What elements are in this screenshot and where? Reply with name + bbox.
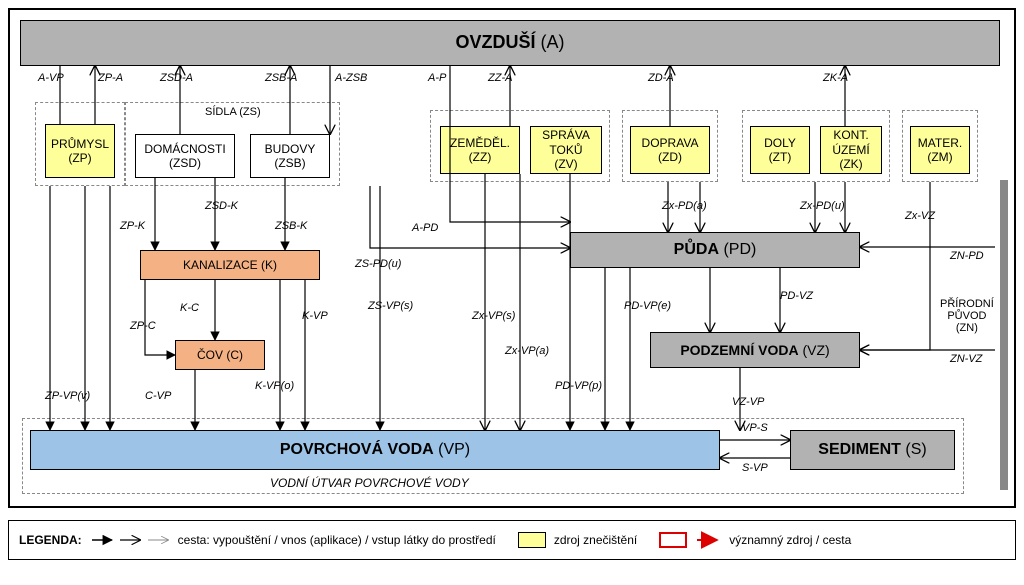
- node-kont: KONT.ÚZEMÍ(ZK): [820, 126, 882, 174]
- edge-label-4: A-ZSB: [335, 72, 367, 84]
- edge-21: [370, 186, 570, 248]
- right-bar: [1000, 180, 1008, 490]
- node-spr: SPRÁVATOKŮ(ZV): [530, 126, 602, 174]
- edge-label-35: VP-S: [742, 422, 768, 434]
- edge-label-21: ZS-PD(u): [355, 258, 401, 270]
- node-sw: POVRCHOVÁ VODA (VP): [30, 430, 720, 470]
- edge-label-18: K-VP(o): [255, 380, 294, 392]
- edge-label-23: Zx-VP(s): [472, 310, 515, 322]
- edge-label-27: PD-VP(e): [624, 300, 671, 312]
- edge-label-17: C-VP: [145, 390, 171, 402]
- edge-label-30: Zx-PD(u): [800, 200, 845, 212]
- edge-label-3: ZSB-A: [265, 72, 297, 84]
- edge-label-6: ZZ-A: [488, 72, 512, 84]
- edge-label-37: Zx-VZ: [905, 210, 935, 222]
- edge-label-34: VZ-VP: [732, 396, 764, 408]
- legend-title: LEGENDA:: [19, 533, 82, 547]
- node-dop: DOPRAVA(ZD): [630, 126, 710, 174]
- label-sidla: SÍDLA (ZS): [205, 106, 261, 118]
- legend-swatch-yellow: [518, 532, 546, 548]
- node-cov: ČOV (C): [175, 340, 265, 370]
- extra-label-1: VODNÍ ÚTVAR POVRCHOVÉ VODY: [270, 476, 469, 490]
- node-ind: PRŮMYSL(ZP): [45, 124, 115, 178]
- edge-label-25: PD-VP(p): [555, 380, 602, 392]
- node-air: OVZDUŠÍ (A): [20, 20, 1000, 66]
- node-doly: DOLY(ZT): [750, 126, 810, 174]
- edge-label-32: PD-VZ: [780, 290, 813, 302]
- legend: LEGENDA: cesta: vypouštění / vnos (aplik…: [8, 520, 1016, 560]
- edge-label-0: A-VP: [38, 72, 64, 84]
- edge-label-13: ZP-C: [130, 320, 156, 332]
- node-dom: DOMÁCNOSTI(ZSD): [135, 134, 235, 178]
- node-kan: KANALIZACE (K): [140, 250, 320, 280]
- node-bud: BUDOVY(ZSB): [250, 134, 330, 178]
- edge-label-9: ZP-K: [120, 220, 145, 232]
- edge-label-20: ZS-VP(s): [368, 300, 413, 312]
- edge-label-1: ZP-A: [98, 72, 123, 84]
- edge-label-19: K-VP: [302, 310, 328, 322]
- edge-label-28: Zx-PD(a): [662, 200, 707, 212]
- legend-path-text: cesta: vypouštění / vnos (aplikace) / vs…: [178, 533, 496, 547]
- diagram-frame: OVZDUŠÍ (A) PRŮMYSL(ZP) SÍDLA (ZS) DOMÁCNOS…: [8, 8, 1016, 508]
- node-soil: PŮDA (PD): [570, 232, 860, 268]
- edge-label-5: A-P: [428, 72, 446, 84]
- node-zem: ZEMĚDĚL.(ZZ): [440, 126, 520, 174]
- legend-arrows: [90, 530, 170, 550]
- edge-label-10: ZSD-K: [205, 200, 238, 212]
- edge-37: [860, 182, 930, 350]
- edge-label-36: S-VP: [742, 462, 768, 474]
- legend-red-arrow: [695, 530, 721, 550]
- edge-label-8: ZK-A: [823, 72, 848, 84]
- legend-sig-text: významný zdroj / cesta: [729, 533, 851, 547]
- extra-label-0: PŘÍRODNÍ PŮVOD (ZN): [940, 298, 994, 334]
- edge-label-12: K-C: [180, 302, 199, 314]
- edge-label-39: ZN-VZ: [950, 353, 982, 365]
- legend-swatch-red: [659, 532, 687, 548]
- legend-src-text: zdroj znečištění: [554, 533, 637, 547]
- edge-label-38: ZN-PD: [950, 250, 984, 262]
- edge-label-22: A-PD: [412, 222, 438, 234]
- edge-label-24: Zx-VP(a): [505, 345, 549, 357]
- edge-13: [145, 280, 175, 355]
- edge-label-14: ZP-VP(v): [45, 390, 90, 402]
- node-gw: PODZEMNÍ VODA (VZ): [650, 332, 860, 368]
- edge-label-7: ZD-A: [648, 72, 674, 84]
- node-sed: SEDIMENT (S): [790, 430, 955, 470]
- edge-label-11: ZSB-K: [275, 220, 307, 232]
- node-mater: MATER.(ZM): [910, 126, 970, 174]
- edge-label-2: ZSD-A: [160, 72, 193, 84]
